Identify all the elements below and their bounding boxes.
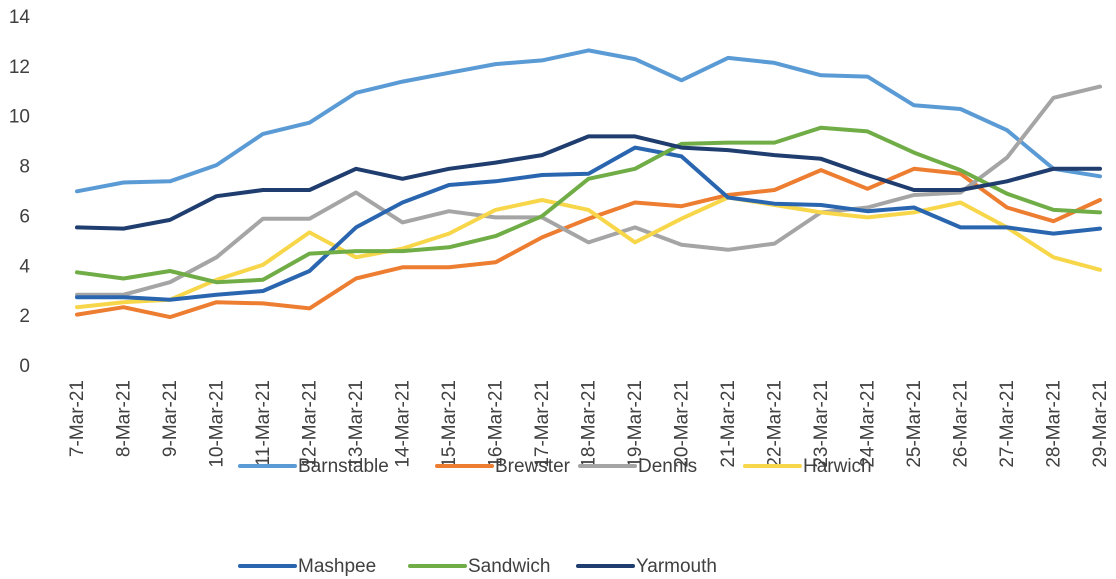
legend-label: Brewster	[495, 456, 571, 477]
y-tick-label: 2	[19, 306, 30, 327]
x-tick-label: 12-Mar-21	[300, 380, 321, 468]
x-tick-label: 26-Mar-21	[951, 380, 972, 468]
y-tick-label: 6	[19, 206, 30, 227]
x-tick-label: 17-Mar-21	[532, 380, 553, 468]
legend-label: Harwich	[803, 456, 872, 477]
x-tick-label: 27-Mar-21	[997, 380, 1018, 468]
x-tick-label: 28-Mar-21	[1044, 380, 1065, 468]
x-tick-label: 8-Mar-21	[114, 380, 135, 457]
x-tick-label: 24-Mar-21	[858, 380, 879, 468]
x-tick-label: 19-Mar-21	[625, 380, 646, 468]
x-tick-label: 16-Mar-21	[486, 380, 507, 468]
series-line	[75, 84, 1102, 297]
y-tick-label: 14	[9, 7, 31, 28]
series-line	[75, 48, 1102, 194]
y-tick-label: 10	[9, 107, 30, 128]
x-tick-label: 22-Mar-21	[765, 380, 786, 468]
legend-label: Barnstable	[298, 456, 389, 477]
x-tick-label: 7-Mar-21	[67, 380, 88, 457]
x-tick-label: 9-Mar-21	[160, 380, 181, 457]
series-line	[75, 125, 1102, 285]
x-tick-label: 15-Mar-21	[439, 380, 460, 468]
y-tick-label: 12	[9, 57, 30, 78]
legend-label: Dennis	[638, 456, 697, 477]
x-tick-label: 11-Mar-21	[253, 380, 274, 466]
x-tick-label: 13-Mar-21	[346, 380, 367, 468]
series-line	[75, 195, 1102, 310]
x-tick-label: 14-Mar-21	[393, 380, 414, 468]
x-tick-label: 21-Mar-21	[718, 380, 739, 468]
y-tick-label: 0	[19, 356, 30, 377]
y-tick-label: 4	[19, 256, 30, 277]
x-tick-label: 10-Mar-21	[207, 380, 228, 468]
series-line	[75, 145, 1102, 302]
series-line	[75, 134, 1102, 231]
series-line	[75, 166, 1102, 320]
x-tick-label: 23-Mar-21	[811, 380, 832, 468]
x-tick-label: 25-Mar-21	[904, 380, 925, 468]
legend-label: Sandwich	[468, 556, 550, 577]
x-tick-label: 29-Mar-21	[1090, 380, 1111, 468]
x-tick-label: 20-Mar-21	[672, 380, 693, 468]
legend-label: Yarmouth	[636, 556, 717, 577]
y-tick-label: 8	[19, 157, 30, 178]
legend-label: Mashpee	[298, 556, 376, 577]
x-tick-label: 18-Mar-21	[579, 380, 600, 468]
